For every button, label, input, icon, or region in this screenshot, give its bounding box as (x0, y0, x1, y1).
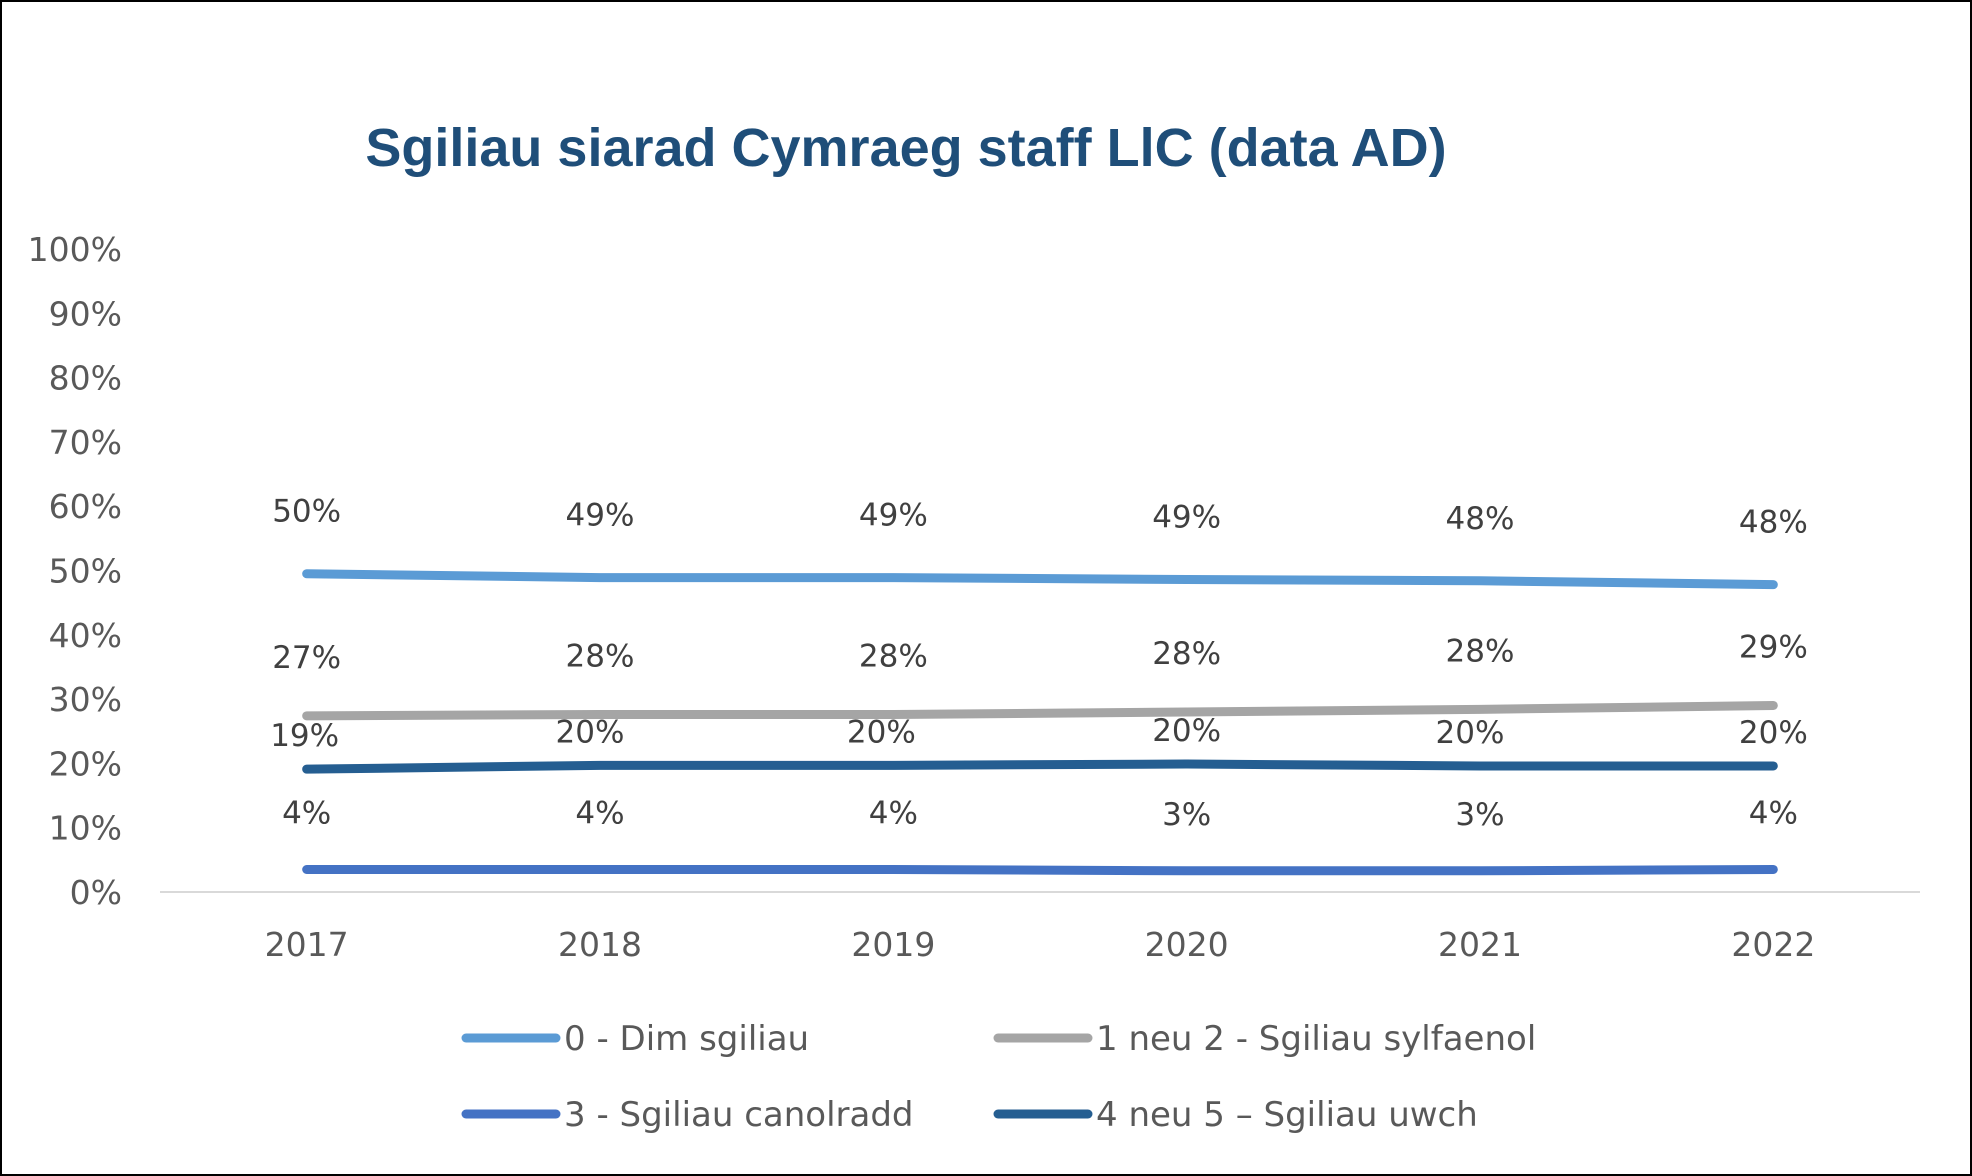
data-label: 48% (1739, 505, 1808, 541)
data-label: 20% (847, 714, 916, 750)
data-label: 49% (566, 498, 635, 534)
y-tick-label: 0% (70, 873, 122, 912)
data-label: 29% (1739, 630, 1808, 666)
x-axis-ticks: 2017 2018 2019 2020 2021 2022 (265, 925, 1816, 964)
y-tick-label: 20% (49, 744, 122, 783)
series-line-1 (302, 701, 1778, 721)
data-label: 4% (575, 795, 624, 831)
data-label: 28% (566, 639, 635, 675)
x-tick-label: 2019 (851, 925, 935, 964)
data-label: 28% (1446, 633, 1515, 669)
y-tick-label: 90% (49, 294, 122, 333)
data-label: 4% (869, 795, 918, 831)
series-line-3 (302, 759, 1778, 774)
data-label: 4% (1749, 795, 1798, 831)
legend-label: 4 neu 5 – Sgiliau uwch (1096, 1095, 1478, 1135)
data-label: 20% (556, 714, 625, 750)
x-tick-label: 2018 (558, 925, 642, 964)
data-label: 27% (272, 640, 341, 676)
y-axis-ticks: 0% 10% 20% 30% 40% 50% 60% 70% 80% 90% 100% (28, 230, 122, 912)
y-tick-label: 60% (49, 487, 122, 526)
data-labels: 50% 49% 49% 49% 48% 48% 27% 28% 28% 28% 28% 29% 4% 4%… (270, 494, 1808, 833)
data-label: 20% (1436, 715, 1505, 751)
data-label: 50% (272, 494, 341, 530)
y-tick-label: 50% (49, 552, 122, 591)
data-label: 20% (1739, 715, 1808, 751)
chart-title: Sgiliau siarad Cymraeg staff LlC (data A… (365, 118, 1446, 178)
data-label: 49% (1152, 500, 1221, 536)
legend-label: 0 - Dim sgiliau (564, 1019, 809, 1059)
y-tick-label: 80% (49, 359, 122, 398)
series-line-0 (302, 569, 1778, 590)
legend-label: 1 neu 2 - Sgiliau sylfaenol (1096, 1019, 1536, 1059)
data-label: 28% (1152, 636, 1221, 672)
y-tick-label: 70% (49, 423, 122, 462)
data-label: 4% (282, 795, 331, 831)
data-label: 49% (859, 498, 928, 534)
data-label: 3% (1162, 797, 1211, 833)
y-tick-label: 30% (49, 680, 122, 719)
data-label: 20% (1152, 713, 1221, 749)
series-lines (302, 569, 1778, 876)
data-label: 19% (270, 718, 339, 754)
legend: 0 - Dim sgiliau 1 neu 2 - Sgiliau sylfaen… (461, 1019, 1536, 1135)
x-tick-label: 2022 (1731, 925, 1815, 964)
x-tick-label: 2021 (1438, 925, 1522, 964)
y-tick-label: 40% (49, 616, 122, 655)
data-label: 3% (1455, 797, 1504, 833)
data-label: 48% (1446, 501, 1515, 537)
legend-label: 3 - Sgiliau canolradd (564, 1095, 914, 1135)
x-tick-label: 2017 (265, 925, 349, 964)
y-tick-label: 10% (49, 809, 122, 848)
x-tick-label: 2020 (1145, 925, 1229, 964)
series-line-2 (302, 864, 1778, 876)
data-label: 28% (859, 639, 928, 675)
y-tick-label: 100% (28, 230, 122, 269)
